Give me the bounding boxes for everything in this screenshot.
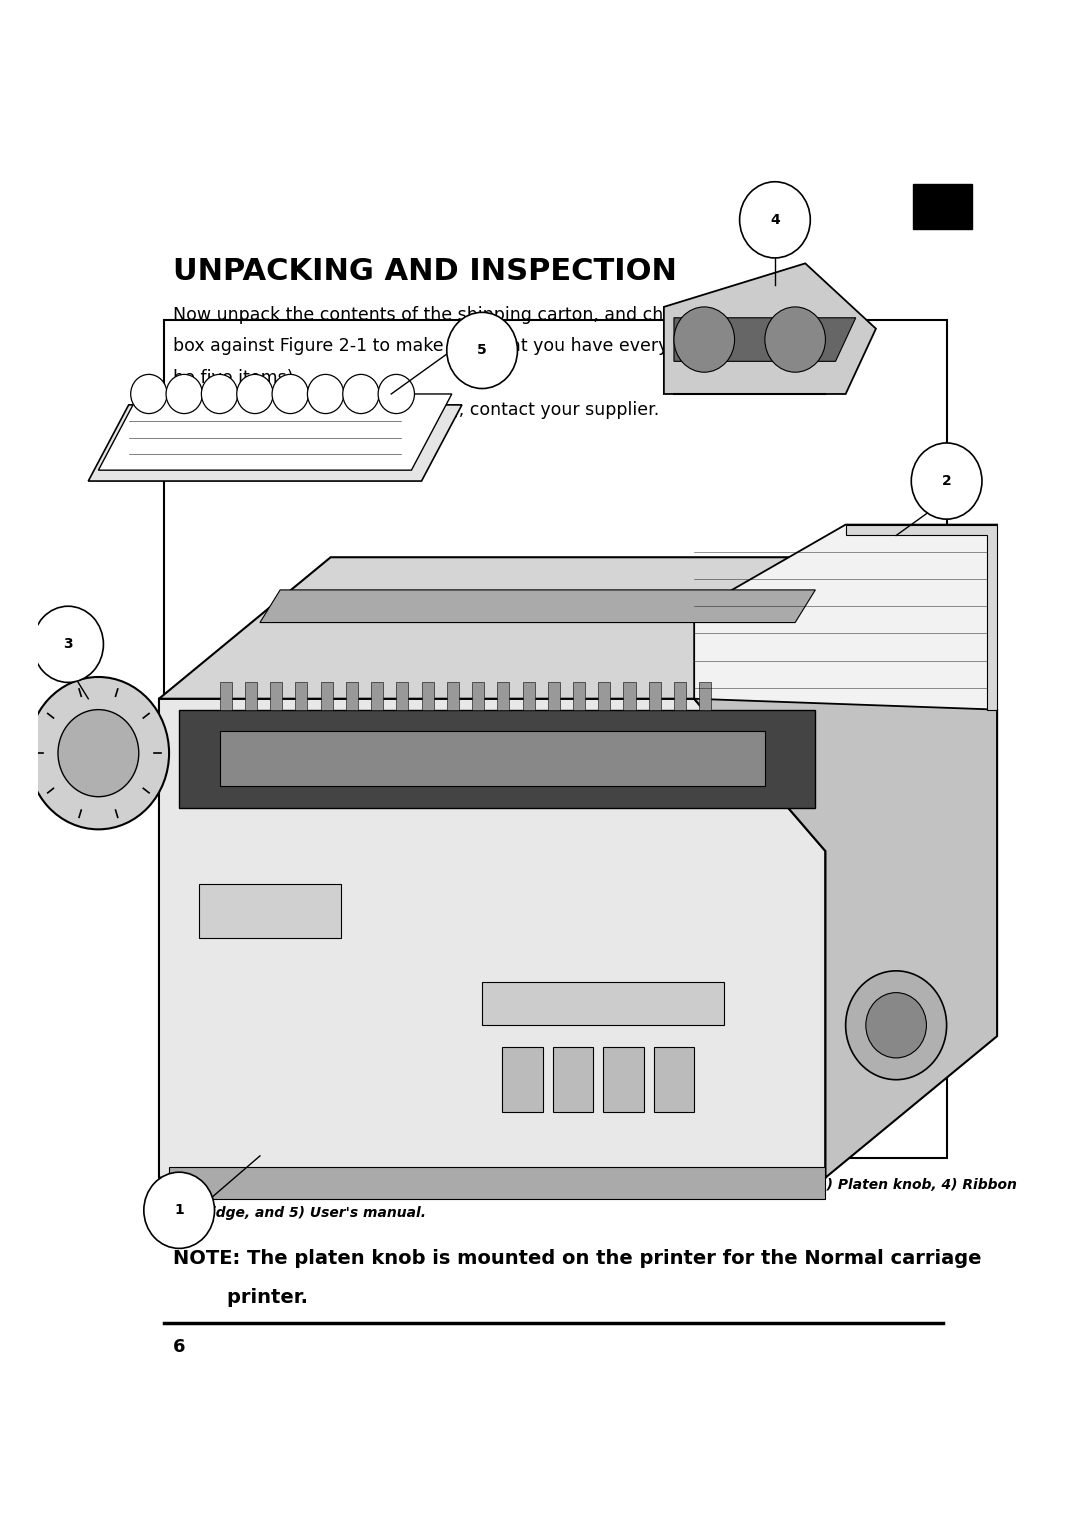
Polygon shape [98, 394, 451, 471]
Bar [482, 981, 725, 1026]
Bar [553, 1047, 593, 1113]
Circle shape [846, 970, 947, 1079]
Circle shape [342, 374, 379, 414]
Polygon shape [694, 558, 997, 1177]
Polygon shape [159, 558, 866, 699]
Circle shape [131, 374, 167, 414]
Text: NOTE: The platen knob is mounted on the printer for the Normal carriage: NOTE: The platen knob is mounted on the … [173, 1249, 981, 1268]
Bar [200, 883, 341, 938]
Text: 5: 5 [477, 343, 487, 357]
Polygon shape [699, 682, 712, 710]
Polygon shape [219, 731, 765, 786]
Polygon shape [270, 682, 282, 710]
Bar [164, 320, 947, 1157]
Polygon shape [346, 682, 357, 710]
Circle shape [144, 1173, 215, 1248]
Polygon shape [219, 682, 232, 710]
Circle shape [308, 374, 343, 414]
Circle shape [866, 993, 927, 1058]
Polygon shape [245, 682, 257, 710]
Polygon shape [623, 682, 636, 710]
Bar [914, 184, 972, 228]
Circle shape [765, 307, 825, 373]
Text: be five items).: be five items). [173, 369, 299, 388]
Text: printer.: printer. [173, 1288, 308, 1306]
Polygon shape [260, 590, 815, 622]
Circle shape [740, 182, 810, 258]
Circle shape [32, 606, 104, 682]
Circle shape [237, 374, 273, 414]
Circle shape [912, 443, 982, 520]
Polygon shape [396, 682, 408, 710]
Polygon shape [321, 682, 333, 710]
Text: Now unpack the contents of the shipping carton, and check each item in the: Now unpack the contents of the shipping … [173, 305, 841, 323]
Circle shape [447, 313, 517, 388]
Polygon shape [846, 524, 997, 710]
Text: 1: 1 [174, 1203, 184, 1217]
Text: 2: 2 [942, 474, 951, 487]
Circle shape [28, 678, 170, 829]
Text: 3: 3 [64, 638, 73, 652]
Text: UNPACKING AND INSPECTION: UNPACKING AND INSPECTION [173, 258, 676, 287]
Polygon shape [674, 682, 686, 710]
Polygon shape [523, 682, 535, 710]
Polygon shape [649, 682, 661, 710]
Text: Figure 2-1. Check to make sure you have all five items: 1) Printer, 2) Paper gui: Figure 2-1. Check to make sure you have … [173, 1177, 1016, 1191]
Polygon shape [694, 524, 997, 710]
Circle shape [201, 374, 238, 414]
Circle shape [166, 374, 202, 414]
Text: If any of these items are missing, contact your supplier.: If any of these items are missing, conta… [173, 402, 659, 419]
Polygon shape [664, 264, 876, 394]
Bar [502, 1047, 543, 1113]
Text: box against Figure 2-1 to make sure that you have everything (there should: box against Figure 2-1 to make sure that… [173, 337, 835, 356]
Polygon shape [548, 682, 559, 710]
Circle shape [58, 710, 139, 797]
Circle shape [378, 374, 415, 414]
Polygon shape [497, 682, 510, 710]
Polygon shape [159, 699, 825, 1177]
Bar [604, 1047, 644, 1113]
Text: 6: 6 [173, 1338, 185, 1357]
Text: cartridge, and 5) User's manual.: cartridge, and 5) User's manual. [173, 1206, 426, 1220]
Polygon shape [89, 405, 462, 481]
Bar [653, 1047, 694, 1113]
Polygon shape [179, 710, 815, 808]
Circle shape [272, 374, 309, 414]
Polygon shape [598, 682, 610, 710]
Polygon shape [421, 682, 434, 710]
Circle shape [674, 307, 734, 373]
Polygon shape [674, 317, 855, 362]
Polygon shape [447, 682, 459, 710]
Polygon shape [372, 682, 383, 710]
Bar [170, 1167, 825, 1199]
Text: 4: 4 [770, 213, 780, 227]
Polygon shape [573, 682, 585, 710]
Polygon shape [472, 682, 484, 710]
Polygon shape [295, 682, 308, 710]
